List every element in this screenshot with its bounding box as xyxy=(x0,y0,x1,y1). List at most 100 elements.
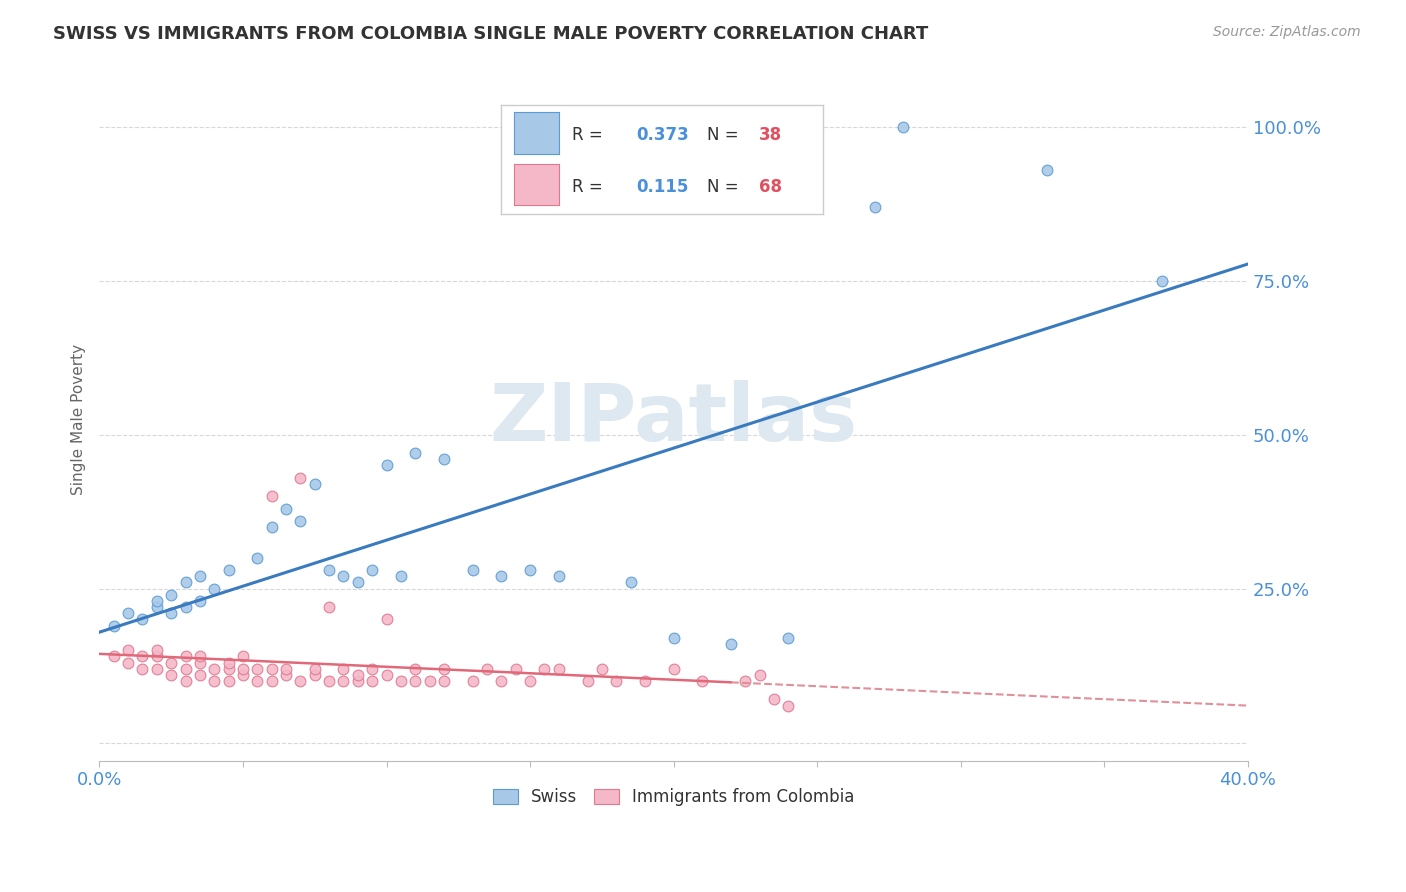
Point xyxy=(188,649,211,664)
Point xyxy=(519,673,541,688)
Point xyxy=(117,643,139,657)
Point xyxy=(533,662,555,676)
Text: Source: ZipAtlas.com: Source: ZipAtlas.com xyxy=(1213,25,1361,39)
Point xyxy=(174,575,197,590)
Point xyxy=(361,673,384,688)
Point xyxy=(188,569,211,583)
Point xyxy=(304,662,326,676)
Point xyxy=(131,662,153,676)
Point xyxy=(188,594,211,608)
Point xyxy=(591,662,613,676)
Point xyxy=(763,692,786,706)
Point xyxy=(290,673,312,688)
Point xyxy=(332,662,354,676)
Point xyxy=(117,607,139,621)
Point xyxy=(605,673,627,688)
Point xyxy=(202,662,225,676)
Point xyxy=(720,637,742,651)
Point xyxy=(519,563,541,577)
Point xyxy=(232,649,254,664)
Point xyxy=(131,612,153,626)
Point xyxy=(891,120,914,134)
Point xyxy=(174,662,197,676)
Point xyxy=(634,673,657,688)
Point xyxy=(160,588,183,602)
Point xyxy=(1150,274,1173,288)
Point xyxy=(146,594,169,608)
Point xyxy=(146,643,169,657)
Point xyxy=(160,656,183,670)
Point xyxy=(619,575,641,590)
Point xyxy=(160,668,183,682)
Point xyxy=(389,569,412,583)
Point xyxy=(748,668,770,682)
Point xyxy=(433,452,456,467)
Point xyxy=(246,673,269,688)
Point xyxy=(260,520,283,534)
Point xyxy=(232,668,254,682)
Point xyxy=(332,569,354,583)
Point xyxy=(491,569,513,583)
Point xyxy=(318,673,340,688)
Text: ZIPatlas: ZIPatlas xyxy=(489,380,858,458)
Point xyxy=(260,673,283,688)
Point xyxy=(461,673,484,688)
Point xyxy=(404,673,426,688)
Point xyxy=(778,631,800,645)
Text: SWISS VS IMMIGRANTS FROM COLOMBIA SINGLE MALE POVERTY CORRELATION CHART: SWISS VS IMMIGRANTS FROM COLOMBIA SINGLE… xyxy=(53,25,929,43)
Point xyxy=(174,649,197,664)
Point xyxy=(174,600,197,615)
Point xyxy=(290,471,312,485)
Point xyxy=(146,649,169,664)
Point xyxy=(375,612,398,626)
Point xyxy=(662,631,685,645)
Point xyxy=(433,673,456,688)
Point xyxy=(146,600,169,615)
Point xyxy=(232,662,254,676)
Point xyxy=(304,477,326,491)
Point xyxy=(103,618,125,632)
Point xyxy=(547,569,569,583)
Point xyxy=(863,200,886,214)
Point xyxy=(188,668,211,682)
Point xyxy=(260,489,283,503)
Point xyxy=(188,656,211,670)
Point xyxy=(274,662,297,676)
Point xyxy=(1036,162,1059,177)
Point xyxy=(202,582,225,596)
Point xyxy=(346,668,368,682)
Point xyxy=(375,458,398,473)
Point xyxy=(218,673,240,688)
Point xyxy=(361,662,384,676)
Point xyxy=(547,662,569,676)
Point xyxy=(361,563,384,577)
Point xyxy=(461,563,484,577)
Point xyxy=(404,446,426,460)
Point xyxy=(246,662,269,676)
Point xyxy=(778,698,800,713)
Point xyxy=(103,649,125,664)
Point xyxy=(404,662,426,676)
Point xyxy=(505,662,527,676)
Point xyxy=(475,662,498,676)
Point xyxy=(304,668,326,682)
Point xyxy=(734,673,756,688)
Point xyxy=(274,501,297,516)
Point xyxy=(218,662,240,676)
Point xyxy=(433,662,456,676)
Point xyxy=(662,662,685,676)
Point xyxy=(117,656,139,670)
Point xyxy=(218,656,240,670)
Point xyxy=(160,607,183,621)
Point xyxy=(218,563,240,577)
Point xyxy=(332,673,354,688)
Point xyxy=(318,600,340,615)
Point xyxy=(491,673,513,688)
Point xyxy=(419,673,441,688)
Point xyxy=(174,673,197,688)
Point xyxy=(290,514,312,528)
Point xyxy=(131,649,153,664)
Point xyxy=(576,673,599,688)
Point xyxy=(260,662,283,676)
Point xyxy=(375,668,398,682)
